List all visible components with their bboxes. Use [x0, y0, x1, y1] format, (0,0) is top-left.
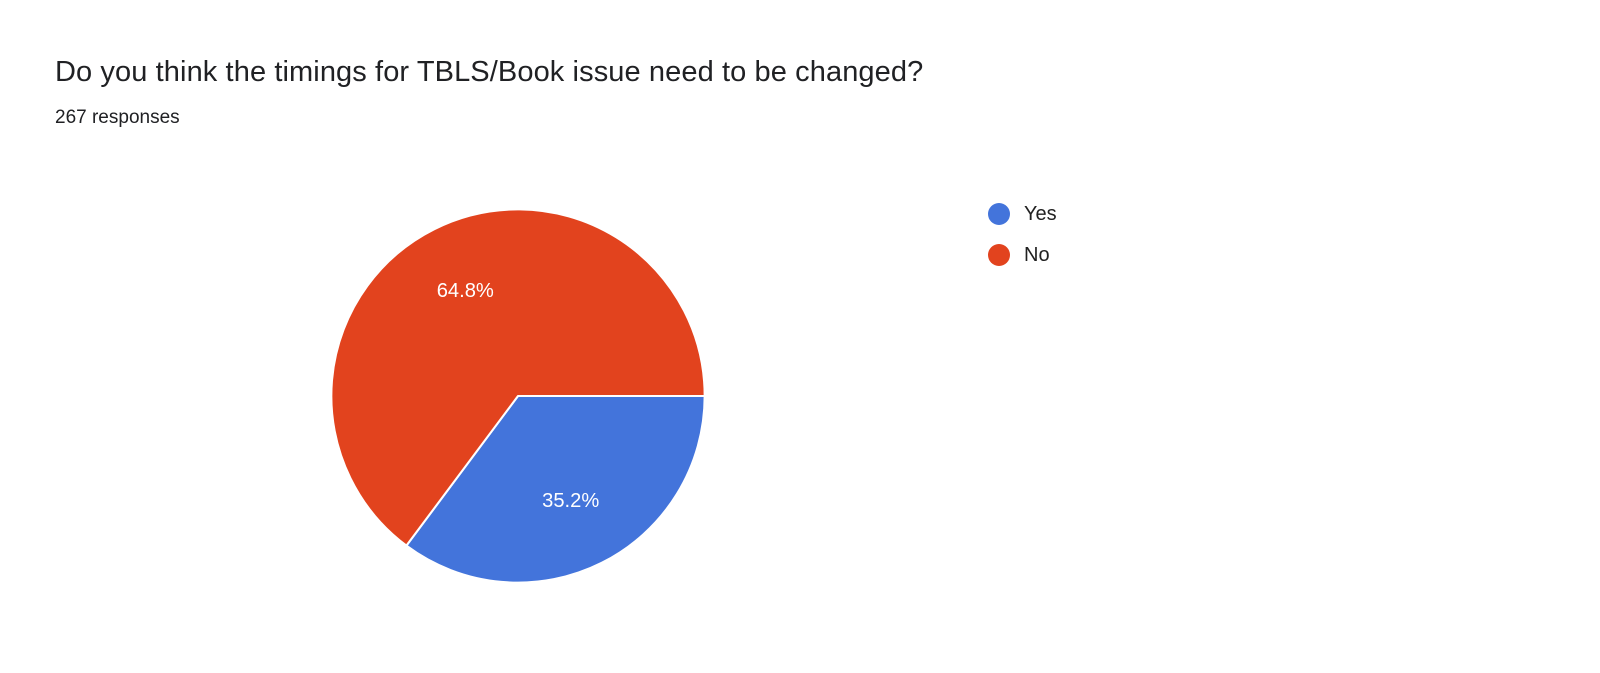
- legend-label-no: No: [1024, 243, 1050, 266]
- legend-swatch-yes: [988, 203, 1010, 225]
- response-count: 267 responses: [55, 107, 180, 128]
- pie-slice-datalabel-yes: 35.2%: [542, 490, 599, 512]
- question-title: Do you think the timings for TBLS/Book i…: [55, 56, 924, 88]
- legend-item-yes: Yes: [988, 202, 1057, 226]
- pie-slice-datalabel-no: 64.8%: [437, 280, 494, 302]
- legend-item-no: No: [988, 243, 1057, 267]
- pie-slice-no[interactable]: [330, 208, 706, 547]
- legend-label-yes: Yes: [1024, 202, 1057, 225]
- legend-swatch-no: [988, 244, 1010, 266]
- pie-chart-container: 35.2% 64.8%: [322, 200, 714, 592]
- chart-legend: Yes No: [988, 202, 1057, 284]
- pie-slice-yes[interactable]: [405, 394, 706, 584]
- pie-chart: 35.2% 64.8%: [330, 208, 706, 584]
